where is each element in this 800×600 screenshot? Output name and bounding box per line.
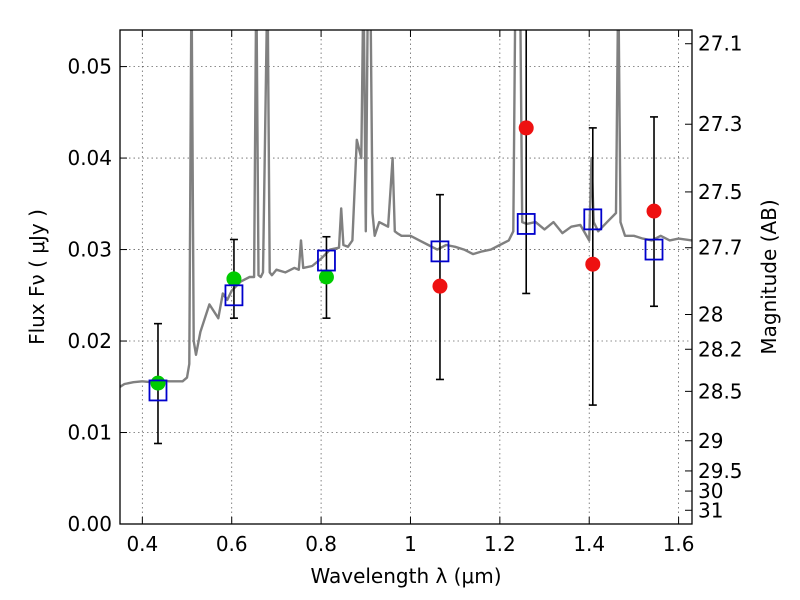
y-tick-label: 0.04 [67,146,112,170]
x-tick-label: 1.4 [573,532,605,556]
right-tick-label: 27.3 [698,112,743,136]
data-point-square [516,213,536,235]
plot-area [120,30,692,445]
data-point-square [148,379,168,402]
ticks: 0.4 0.6 0.8 1 1.2 1.4 1.6 0.00 0.01 0.02 0.03 0.04 0… [67,30,743,556]
data-point-square [317,249,336,272]
y-tick-label: 0.02 [67,329,112,353]
x-tick-label: 1.6 [663,532,695,556]
right-tick-label: 27.1 [698,32,743,56]
x-tick-label: 0.8 [305,532,337,556]
data-point-circle [432,278,448,294]
y-axis-label: Flux Fν ( μJy ) [25,209,49,345]
y-tick-label: 0.00 [67,512,112,536]
right-tick-label: 29 [698,429,723,453]
y-axis-right-label: Magnitude (AB) [757,199,781,354]
data-point-circle [585,256,601,272]
right-tick-label: 27.5 [698,180,743,204]
y-tick-label: 0.03 [67,238,112,262]
y-tick-label: 0.01 [67,421,112,445]
data-point-circle [318,269,334,285]
axes-frame [119,29,693,525]
y-tick-label: 0.05 [67,55,112,79]
data-point-square [224,284,244,307]
data-point-circle [646,203,662,219]
spectrum-line [120,30,692,388]
x-tick-label: 1.2 [484,532,516,556]
data-point-square [644,238,664,261]
data-point-circle [518,120,534,136]
right-tick-label: 30 [698,479,723,503]
data-point-square [583,208,603,231]
grid [120,30,692,525]
right-tick-label: 28.5 [698,379,743,403]
x-tick-label: 0.6 [216,532,248,556]
right-tick-label: 29.5 [698,459,743,483]
data-point-circle [226,271,242,287]
right-tick-label: 28 [698,303,723,327]
data-point-circle [150,375,166,391]
right-tick-label: 31 [698,498,723,522]
x-tick-label: 0.4 [126,532,158,556]
x-tick-label: 1 [404,532,417,556]
data-point-square [430,240,450,263]
right-tick-label: 27.7 [698,236,743,260]
right-tick-label: 28.2 [698,337,743,361]
x-axis-label: Wavelength λ (μm) [310,564,501,588]
